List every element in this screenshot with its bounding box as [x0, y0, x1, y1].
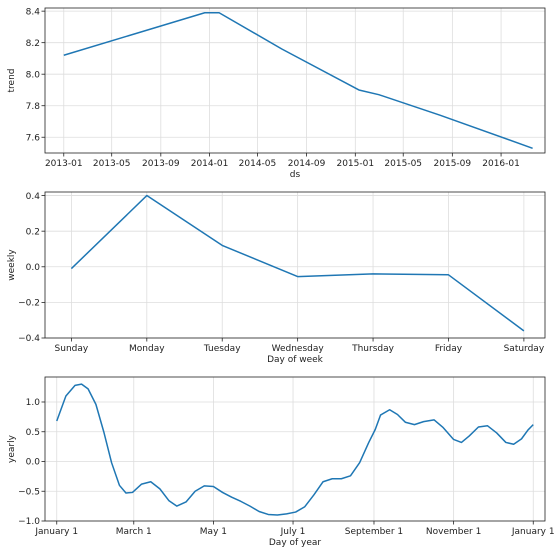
- x-tick-label: Sunday: [55, 344, 89, 354]
- x-tick-label: July 1: [280, 527, 306, 537]
- y-tick-label: 0.0: [26, 458, 41, 468]
- x-tick-label: 2015-01: [336, 159, 374, 169]
- x-tick-label: Tuesday: [203, 344, 241, 354]
- y-axis-label: weekly: [7, 249, 17, 281]
- x-axis-label: Day of week: [267, 355, 324, 365]
- x-tick-label: 2016-01: [482, 159, 520, 169]
- x-tick-label: 2013-01: [45, 159, 83, 169]
- y-axis-label: yearly: [7, 434, 17, 463]
- y-tick-label: 0.5: [26, 428, 40, 438]
- x-tick-label: Wednesday: [272, 344, 325, 354]
- x-tick-label: 2013-05: [93, 159, 131, 169]
- x-tick-label: 2015-05: [384, 159, 422, 169]
- panel-2: Sunday Monday Tuesday Wednesday Thursday Frid…: [7, 191, 546, 365]
- x-tick-label: Friday: [435, 344, 463, 354]
- axes-frame: [44, 191, 546, 339]
- series-line-weekly: [70, 194, 525, 332]
- series-line-trend: [63, 11, 533, 149]
- series-line-yearly: [56, 383, 534, 516]
- y-tick-label: −0.4: [18, 334, 40, 344]
- x-tick-label: 2013-09: [142, 159, 180, 169]
- axes-frame: [44, 376, 546, 522]
- x-tick-label: January 1: [34, 527, 78, 537]
- x-tick-label: 2014-01: [191, 159, 229, 169]
- y-tick-label: 7.8: [26, 102, 41, 112]
- x-tick-label: 2015-09: [434, 159, 472, 169]
- x-tick-label: Saturday: [504, 344, 545, 354]
- y-tick-label: 8.0: [26, 70, 41, 80]
- x-axis-label: ds: [290, 170, 301, 180]
- y-tick-label: 8.2: [26, 39, 40, 49]
- x-tick-label: March 1: [116, 527, 152, 537]
- x-tick-label: Thursday: [351, 344, 395, 354]
- y-tick-label: −0.2: [18, 299, 40, 309]
- y-tick-label: 0.2: [26, 227, 40, 237]
- y-tick-label: −0.5: [18, 487, 40, 497]
- y-tick-label: −1.0: [18, 517, 40, 527]
- panel-3: January 1 March 1 May 1 July 1 September 1 No…: [7, 376, 554, 548]
- y-tick-label: 8.4: [26, 7, 41, 17]
- x-tick-label: September 1: [345, 527, 403, 537]
- x-tick-label: 2014-09: [288, 159, 326, 169]
- x-tick-label: January 1: [511, 527, 554, 537]
- y-tick-label: 7.6: [26, 133, 41, 143]
- x-tick-label: May 1: [200, 527, 227, 537]
- y-tick-label: 0.0: [26, 263, 41, 273]
- x-axis-label: Day of year: [269, 538, 322, 548]
- panel-1: 2013-01 2013-05 2013-09 2014-01 2014-05 2014-…: [7, 7, 546, 180]
- y-tick-label: 0.4: [26, 192, 41, 202]
- x-tick-label: Monday: [129, 344, 165, 354]
- x-tick-label: 2014-05: [239, 159, 277, 169]
- axes-frame: [44, 7, 546, 154]
- x-tick-label: November 1: [426, 527, 481, 537]
- y-axis-label: trend: [7, 69, 17, 93]
- y-tick-label: 1.0: [26, 398, 41, 408]
